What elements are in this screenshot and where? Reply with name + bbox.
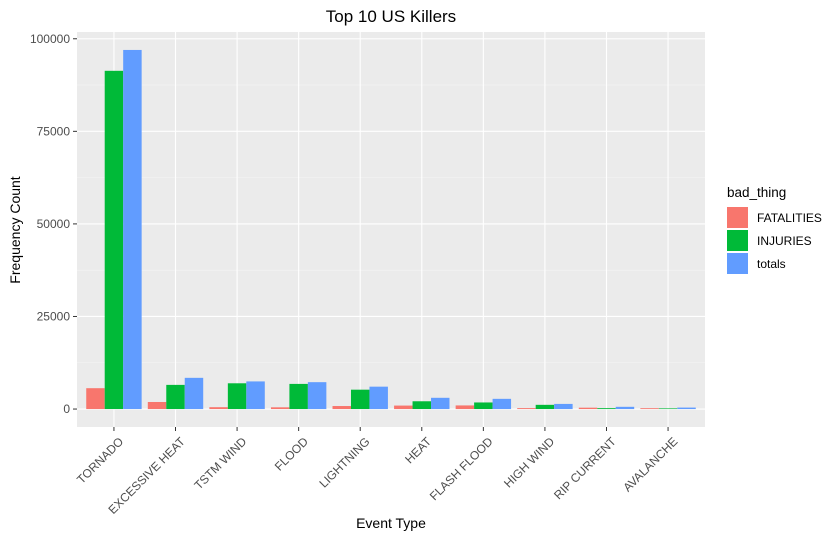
y-tick-label: 0 [63,402,70,416]
x-tick-label: HIGH WIND [501,434,557,490]
legend-swatch-injuries [727,230,748,251]
y-axis-title: Frequency Count [7,176,23,284]
x-tick-label: TORNADO [74,434,126,486]
bar-injuries-heat [412,401,432,410]
legend-swatch-fatalities [727,207,748,228]
x-axis-title: Event Type [356,515,426,531]
bar-fatalities-flood [270,407,290,410]
bar-injuries-flood [289,383,308,410]
y-tick-label: 100000 [30,32,70,46]
bar-fatalities-tornado [86,388,105,410]
x-tick-label: FLASH FLOOD [427,434,496,503]
bar-injuries-lightning [350,389,370,410]
legend: bad_thing FATALITIES INJURIES totals [727,185,822,274]
y-tick-label: 50000 [37,217,71,231]
bar-fatalities-heat [394,405,413,410]
bars [86,49,696,410]
bar-totals-flood [307,382,327,410]
bar-totals-tstm-wind [246,381,265,410]
bar-totals-flash-flood [492,398,512,410]
bar-injuries-excessive-heat [166,384,185,410]
bar-injuries-tornado [104,70,124,410]
x-tick-label: LIGHTNING [316,434,372,490]
bar-totals-heat [431,397,450,410]
bar-injuries-flash-flood [474,402,493,410]
legend-label-fatalities: FATALITIES [757,211,822,225]
bar-totals-avalanche [677,407,696,410]
chart-title: Top 10 US Killers [326,7,456,26]
x-tick-label: FLOOD [272,434,311,473]
bar-totals-lightning [369,386,388,410]
bar-fatalities-flash-flood [455,405,475,410]
x-tick-label: TSTM WIND [191,434,249,492]
grid-lines [77,32,705,427]
bar-totals-rip-current [615,406,635,410]
x-tick-label: HEAT [402,434,434,466]
bar-fatalities-avalanche [640,408,659,410]
bar-totals-excessive-heat [184,377,204,410]
bar-injuries-high-wind [535,404,555,410]
legend-swatch-totals [727,253,748,274]
bar-fatalities-excessive-heat [147,401,167,410]
plot-background [77,32,705,427]
legend-label-totals: totals [757,257,786,271]
x-tick-label: RIP CURRENT [551,434,619,502]
y-tick-label: 75000 [37,124,71,138]
bar-fatalities-high-wind [517,408,536,410]
y-tick-label: 25000 [37,309,71,323]
y-axis: 0 25000 50000 75000 100000 [30,32,77,416]
legend-title: bad_thing [727,185,786,200]
bar-totals-tornado [123,49,142,410]
x-tick-label: AVALANCHE [620,434,680,494]
legend-label-injuries: INJURIES [757,234,812,248]
bar-fatalities-lightning [332,406,351,410]
bar-fatalities-rip-current [578,407,598,410]
bar-injuries-avalanche [658,408,678,410]
bar-injuries-tstm-wind [227,383,247,410]
bar-fatalities-tstm-wind [209,407,228,410]
bar-injuries-rip-current [597,408,616,410]
bar-totals-high-wind [554,403,573,410]
